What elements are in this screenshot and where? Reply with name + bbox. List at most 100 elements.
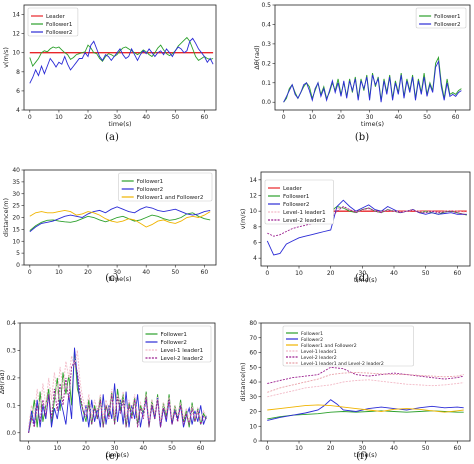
x-axis-label: time(s) bbox=[354, 451, 377, 459]
y-axis-label: distance(m) bbox=[2, 198, 10, 237]
legend-label: Follower1 bbox=[46, 22, 72, 28]
legend: Follower1 Follower2 bbox=[415, 7, 467, 29]
x-axis-label: time(s) bbox=[361, 120, 384, 128]
legend-label: Leader bbox=[46, 14, 66, 20]
series-line-level-2-leader2 bbox=[267, 366, 464, 384]
x-tick-label: 10 bbox=[55, 114, 63, 121]
x-tick-label: 60 bbox=[454, 270, 462, 277]
legend-box bbox=[118, 172, 213, 202]
series-line-follower1-and-follower2 bbox=[29, 209, 211, 228]
x-tick-label: 60 bbox=[452, 114, 460, 121]
y-tick-label: 40 bbox=[12, 167, 20, 174]
chart-d: 0 10 20 30 40 50 60 4 6 8 10 12 14 time(s) v(m/s) Leade… bbox=[239, 171, 471, 284]
series-line-follower2 bbox=[283, 59, 462, 103]
x-tick-label: 50 bbox=[422, 270, 430, 277]
legend-label: Level-2 leader2 bbox=[283, 218, 326, 224]
y-tick-label: 0.1 bbox=[261, 80, 271, 87]
y-tick-label: 20 bbox=[249, 409, 257, 416]
legend: Leader Follower1 Follower2 Level-1 leader1 L… bbox=[264, 179, 334, 225]
legend-label: Level-1 leader1 and Level-2 leader2 bbox=[301, 361, 384, 367]
series-line-follower2 bbox=[28, 347, 207, 433]
y-tick-label: 0.3 bbox=[6, 347, 16, 354]
series-line-follower1 bbox=[29, 36, 214, 68]
legend-box bbox=[264, 179, 334, 225]
chart-caption: (c) bbox=[105, 273, 119, 284]
series-line-follower2 bbox=[266, 199, 467, 256]
x-tick-label: 60 bbox=[454, 445, 462, 452]
legend-label: Follower1 bbox=[283, 194, 309, 200]
x-tick-label: 0 bbox=[265, 445, 269, 452]
x-tick-label: 40 bbox=[394, 114, 402, 121]
y-tick-label: 10 bbox=[249, 208, 257, 215]
x-tick-label: 60 bbox=[197, 445, 205, 452]
y-tick-label: 70 bbox=[249, 335, 257, 342]
y-tick-label: 35 bbox=[12, 179, 20, 186]
legend-box bbox=[282, 325, 414, 367]
x-tick-label: 20 bbox=[337, 114, 345, 121]
legend: Leader Follower1 Follower2 bbox=[27, 7, 79, 37]
x-tick-label: 20 bbox=[327, 270, 335, 277]
y-tick-label: 50 bbox=[249, 364, 257, 371]
y-tick-label: 12 bbox=[249, 193, 257, 200]
x-tick-label: 40 bbox=[142, 269, 150, 276]
legend-label: Follower2 bbox=[46, 30, 72, 36]
x-tick-label: 40 bbox=[139, 445, 147, 452]
chart-caption: (d) bbox=[355, 273, 369, 284]
x-tick-label: 10 bbox=[55, 269, 63, 276]
x-tick-label: 30 bbox=[359, 445, 367, 452]
x-tick-label: 60 bbox=[201, 114, 209, 121]
y-tick-label: 6 bbox=[253, 240, 257, 247]
y-tick-label: 0.4 bbox=[6, 320, 16, 327]
legend-label: Follower1 bbox=[137, 179, 163, 185]
y-tick-label: 8 bbox=[16, 69, 20, 76]
y-tick-label: 80 bbox=[249, 320, 257, 327]
legend-label: Follower1 and Follower2 bbox=[301, 343, 357, 349]
y-tick-label: 0.2 bbox=[261, 60, 271, 67]
legend-label: Level-2 leader2 bbox=[301, 355, 337, 361]
legend-label: Level-2 leader2 bbox=[161, 356, 204, 362]
legend: Follower1 Follower2 Level-1 leader1 Level-2… bbox=[142, 325, 212, 363]
x-tick-label: 30 bbox=[359, 270, 367, 277]
x-axis-label: time(s) bbox=[108, 275, 131, 283]
y-axis-label: v(m/s) bbox=[2, 47, 10, 68]
x-tick-label: 20 bbox=[82, 445, 90, 452]
chart-caption: (f) bbox=[356, 451, 368, 462]
chart-caption: (a) bbox=[105, 132, 119, 143]
legend-label: Follower1 bbox=[301, 331, 323, 337]
y-axis-label: v(m/s) bbox=[239, 209, 247, 230]
legend-label: Follower1 bbox=[434, 14, 460, 20]
chart-b: 0 10 20 30 40 50 60 0.0 0.1 0.2 0.3 0.4 0.5 time(s) Δθ… bbox=[253, 2, 471, 143]
y-tick-label: 0.1 bbox=[6, 402, 16, 409]
y-tick-label: 20 bbox=[12, 215, 20, 222]
y-axis-label: Δθ(rad) bbox=[253, 45, 261, 69]
x-tick-label: 0 bbox=[28, 114, 32, 121]
legend-label: Leader bbox=[283, 186, 303, 192]
x-tick-label: 40 bbox=[390, 270, 398, 277]
y-tick-label: 0.0 bbox=[261, 99, 271, 106]
y-tick-label: 0.4 bbox=[261, 21, 271, 28]
series-line-follower2 bbox=[267, 399, 464, 421]
y-axis-label: distance(m) bbox=[239, 363, 247, 402]
legend-label: Follower2 bbox=[434, 22, 460, 28]
series-line-follower1 bbox=[29, 212, 211, 231]
y-tick-label: 10 bbox=[12, 50, 20, 57]
legend-label: Follower2 bbox=[161, 340, 187, 346]
legend-label: Level-1 leader1 bbox=[283, 210, 326, 216]
chart-f: 0 10 20 30 40 50 60 0 10 20 30 40 50 60 70 80 time(s) dis… bbox=[239, 320, 471, 462]
legend-box bbox=[415, 7, 467, 29]
series-line-follower2 bbox=[29, 206, 211, 233]
x-tick-label: 20 bbox=[327, 445, 335, 452]
y-axis-label: Δθ(rad) bbox=[0, 370, 6, 394]
y-tick-label: 40 bbox=[249, 379, 257, 386]
x-axis-label: time(s) bbox=[108, 120, 131, 128]
y-tick-label: 0.5 bbox=[261, 2, 271, 9]
y-tick-label: 30 bbox=[249, 394, 257, 401]
chart-a: 0 10 20 30 40 50 60 4 6 8 10 12 14 time(s) v(m/s) Leade… bbox=[2, 4, 217, 143]
x-tick-label: 10 bbox=[295, 270, 303, 277]
x-axis-label: time(s) bbox=[354, 276, 377, 284]
series-line-level-1-leader1-and-level-2-leader2 bbox=[267, 371, 464, 393]
chart-c: 0 10 20 30 40 50 60 0 5 10 15 20 25 30 35 40 time(s) dist… bbox=[2, 167, 217, 284]
